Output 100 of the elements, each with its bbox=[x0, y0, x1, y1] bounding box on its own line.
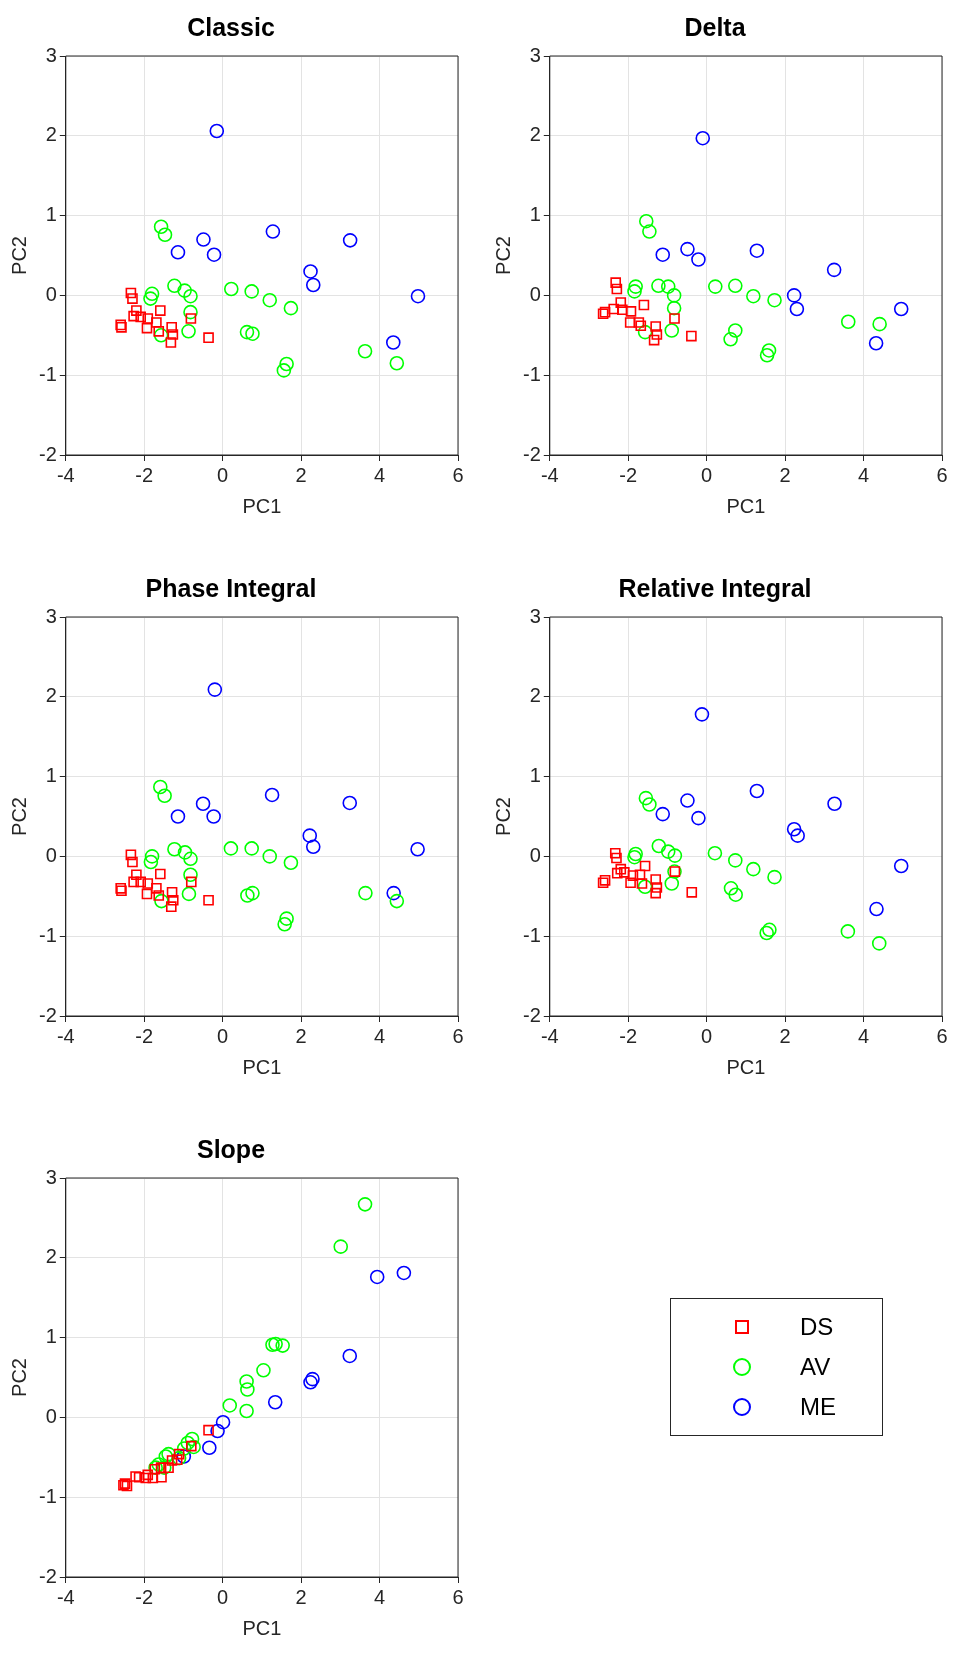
x-tick-label: 4 bbox=[373, 1024, 386, 1047]
point bbox=[181, 886, 197, 902]
point bbox=[239, 1374, 254, 1389]
x-tick-label: -4 bbox=[540, 463, 559, 486]
point bbox=[151, 883, 162, 894]
point bbox=[761, 343, 777, 358]
point bbox=[723, 881, 739, 896]
point bbox=[789, 301, 805, 317]
point bbox=[177, 845, 193, 860]
point bbox=[166, 886, 178, 898]
point bbox=[154, 305, 166, 316]
point bbox=[669, 313, 680, 324]
point bbox=[628, 279, 643, 294]
point bbox=[153, 219, 169, 235]
x-axis-title: PC1 bbox=[726, 1055, 766, 1078]
point bbox=[790, 828, 805, 843]
x-tick-label: -2 bbox=[619, 1024, 638, 1047]
point bbox=[245, 885, 260, 901]
point bbox=[171, 1450, 187, 1466]
point bbox=[637, 324, 653, 340]
y-tick-label: 1 bbox=[529, 203, 541, 226]
point bbox=[342, 1348, 358, 1364]
x-tick-label: 6 bbox=[452, 1585, 464, 1608]
point bbox=[202, 1440, 217, 1456]
point bbox=[256, 1363, 271, 1378]
point bbox=[135, 876, 147, 888]
point bbox=[206, 809, 221, 824]
point bbox=[651, 882, 663, 893]
point bbox=[410, 288, 426, 304]
y-tick-label: 0 bbox=[45, 282, 57, 305]
x-tick-label: 6 bbox=[936, 1024, 948, 1047]
point bbox=[224, 281, 239, 297]
point bbox=[173, 1448, 185, 1460]
point bbox=[141, 322, 153, 334]
point bbox=[691, 252, 706, 267]
point bbox=[728, 278, 743, 294]
legend-label: ME bbox=[800, 1393, 836, 1421]
y-tick-label: 1 bbox=[45, 1325, 57, 1348]
x-tick-label: -4 bbox=[56, 1024, 75, 1047]
point bbox=[210, 1423, 225, 1439]
point bbox=[638, 790, 654, 806]
point bbox=[342, 233, 358, 248]
point bbox=[128, 310, 139, 322]
point bbox=[651, 838, 667, 854]
point bbox=[165, 901, 177, 912]
point bbox=[651, 278, 666, 294]
point bbox=[143, 291, 158, 306]
point bbox=[184, 1431, 200, 1447]
point bbox=[686, 330, 697, 342]
x-tick-label: 4 bbox=[373, 1585, 386, 1608]
point bbox=[827, 796, 842, 812]
point bbox=[262, 292, 278, 308]
point bbox=[144, 286, 160, 302]
y-tick-label: 3 bbox=[529, 43, 541, 66]
point bbox=[871, 936, 887, 951]
y-tick-label: 0 bbox=[529, 843, 541, 866]
x-tick-label: 4 bbox=[857, 1024, 870, 1047]
point bbox=[615, 863, 627, 875]
point bbox=[650, 887, 662, 899]
point bbox=[267, 1394, 283, 1410]
point bbox=[283, 855, 299, 871]
x-axis-title: PC1 bbox=[726, 494, 766, 517]
point bbox=[840, 314, 856, 330]
point bbox=[786, 288, 802, 303]
point bbox=[125, 849, 137, 861]
point bbox=[144, 849, 160, 864]
y-tick-label: 3 bbox=[45, 604, 57, 627]
point bbox=[642, 224, 657, 239]
point bbox=[153, 325, 165, 337]
point bbox=[165, 337, 177, 348]
point bbox=[153, 328, 169, 343]
point bbox=[694, 707, 710, 722]
point bbox=[357, 343, 373, 359]
point bbox=[767, 292, 782, 308]
y-tick-label: 3 bbox=[529, 604, 541, 627]
point bbox=[655, 247, 671, 262]
y-tick-label: 2 bbox=[45, 684, 57, 707]
point bbox=[183, 304, 198, 320]
point bbox=[893, 858, 909, 874]
point bbox=[157, 788, 172, 804]
x-tick-label: 0 bbox=[217, 1585, 229, 1608]
y-tick-label: 1 bbox=[45, 764, 57, 787]
y-tick-label: -1 bbox=[522, 923, 541, 946]
point bbox=[664, 876, 680, 891]
point bbox=[167, 278, 182, 294]
point bbox=[707, 845, 723, 861]
point bbox=[223, 841, 239, 856]
point bbox=[240, 1382, 255, 1397]
point bbox=[728, 853, 743, 868]
point bbox=[186, 1439, 201, 1455]
y-axis-title: PC2 bbox=[491, 236, 514, 275]
x-tick-label: 2 bbox=[779, 463, 791, 486]
point bbox=[608, 303, 620, 315]
point bbox=[215, 1414, 231, 1430]
point bbox=[244, 841, 259, 856]
point bbox=[275, 1338, 290, 1353]
x-tick-label: 4 bbox=[373, 463, 386, 486]
point bbox=[283, 300, 299, 316]
point bbox=[868, 335, 884, 351]
point bbox=[639, 860, 651, 872]
